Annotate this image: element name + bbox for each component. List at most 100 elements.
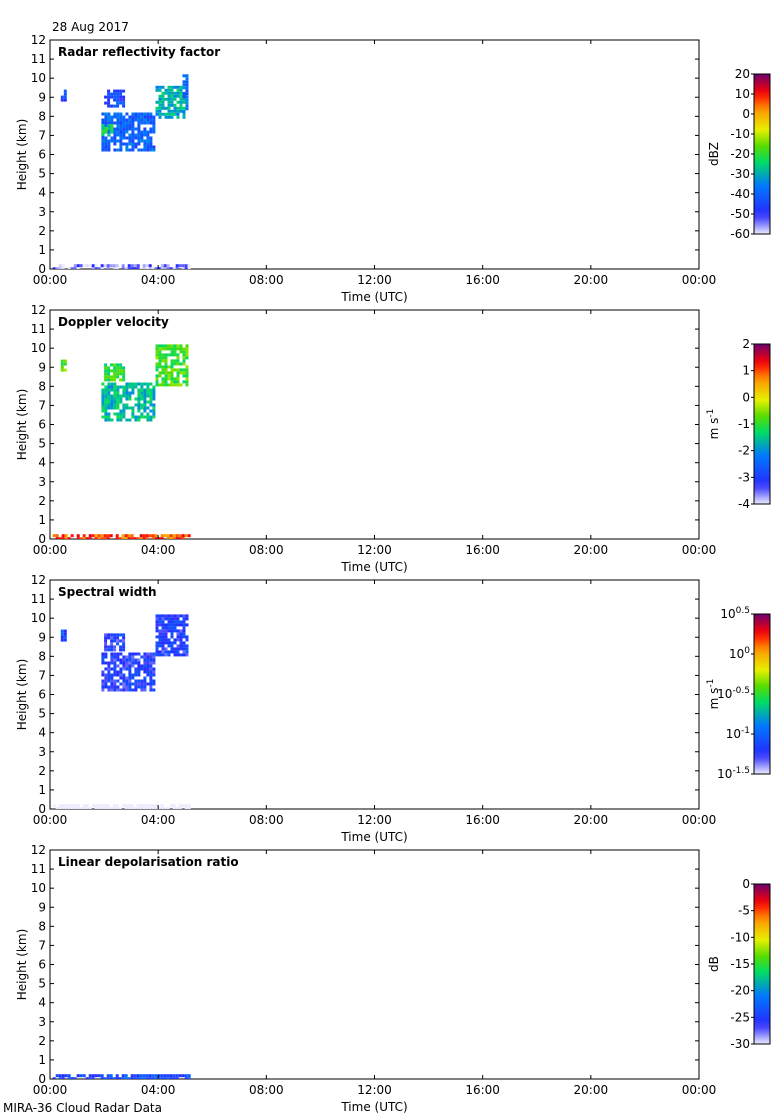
echo-cell — [116, 412, 120, 416]
echo-cell — [179, 350, 183, 354]
echo-cell — [170, 620, 174, 624]
echo-cell — [104, 118, 108, 122]
echo-cell — [104, 130, 108, 133]
echo-cell — [104, 121, 108, 125]
echo-cell — [128, 676, 132, 680]
echo-cell — [88, 264, 92, 268]
echo-cell — [107, 418, 111, 422]
echo-cell — [127, 267, 131, 269]
echo-cell — [170, 85, 174, 89]
echo-cell — [113, 661, 117, 665]
echo-cell — [94, 537, 98, 539]
echo-cell — [146, 136, 150, 140]
echo-cell — [131, 133, 135, 137]
echo-cell — [85, 537, 89, 539]
echo-cell — [158, 614, 162, 618]
echo-cell — [122, 685, 126, 689]
echo-cell — [134, 145, 138, 149]
echo-cell — [170, 94, 174, 98]
echo-cell — [170, 109, 174, 113]
echo-cell — [152, 130, 156, 134]
echo-cell — [122, 127, 126, 131]
echo-cell — [140, 130, 144, 134]
echo-cell — [143, 685, 147, 689]
echo-cell — [122, 366, 126, 370]
echo-cell — [122, 104, 126, 108]
echo-cell — [116, 127, 120, 131]
y-tick-label: 12 — [31, 33, 46, 47]
echo-cell — [179, 623, 183, 627]
echo-cell — [155, 362, 159, 366]
y-tick-label: 0 — [38, 802, 46, 816]
echo-cell — [64, 1074, 68, 1078]
echo-cell — [140, 148, 144, 152]
echo-cell — [164, 115, 168, 119]
echo-cell — [185, 617, 189, 621]
echo-cell — [160, 264, 164, 268]
echo-cell — [187, 804, 191, 808]
echo-cell — [176, 614, 180, 618]
echo-cell — [137, 415, 141, 419]
x-tick-label: 00:00 — [33, 273, 68, 287]
echo-cell — [107, 118, 111, 122]
echo-cell — [130, 807, 134, 809]
echo-cell — [104, 645, 108, 649]
echo-cell — [107, 139, 111, 143]
echo-cell — [113, 658, 117, 662]
colorbar — [753, 73, 771, 235]
echo-cell — [128, 139, 132, 143]
echo-cell — [158, 85, 162, 89]
echo-cell — [149, 661, 153, 665]
echo-cell — [155, 356, 159, 360]
echo-cell — [164, 359, 168, 363]
echo-cell — [182, 97, 186, 101]
echo-cell — [104, 388, 108, 392]
echo-cell — [107, 400, 111, 404]
echo-cell — [67, 267, 71, 269]
echo-cell — [143, 406, 147, 410]
echo-cell — [116, 406, 120, 410]
echo-cell — [155, 365, 159, 369]
echo-cell — [185, 80, 189, 84]
echo-cell — [175, 537, 179, 539]
echo-cell — [155, 650, 159, 654]
colorbar-tick-label: 0 — [742, 390, 750, 404]
echo-cell — [107, 142, 111, 146]
y-tick-label: 2 — [38, 494, 46, 508]
echo-cell — [164, 641, 168, 645]
echo-cell — [176, 635, 180, 639]
colorbar-tick-label: 0 — [742, 877, 750, 891]
echo-cell — [149, 400, 153, 404]
echo-cell — [172, 807, 176, 809]
echo-cell — [176, 629, 180, 633]
echo-cell — [163, 264, 167, 268]
echo-cell — [182, 368, 186, 372]
echo-cell — [58, 264, 62, 268]
echo-cell — [122, 391, 126, 395]
echo-cell — [76, 804, 80, 808]
echo-cell — [107, 124, 111, 127]
echo-cell — [112, 1077, 116, 1079]
echo-cell — [143, 688, 147, 692]
echo-cell — [70, 1077, 74, 1079]
echo-cell — [149, 682, 153, 686]
echo-cell — [104, 642, 108, 646]
echo-cell — [161, 94, 165, 98]
echo-cell — [116, 652, 120, 656]
echo-cell — [107, 664, 111, 668]
echo-cell — [182, 95, 186, 99]
echo-cell — [146, 652, 150, 656]
echo-cell — [164, 653, 168, 657]
echo-cell — [152, 148, 156, 152]
echo-cell — [122, 385, 126, 389]
echo-cell — [115, 807, 119, 809]
echo-cell — [103, 534, 107, 538]
echo-cell — [115, 267, 119, 269]
echo-cell — [158, 623, 162, 627]
echo-cell — [131, 118, 135, 122]
echo-cell — [118, 807, 122, 809]
echo-cell — [125, 145, 129, 149]
echo-cell — [179, 106, 183, 110]
echo-cell — [152, 121, 156, 125]
echo-cell — [179, 614, 183, 618]
